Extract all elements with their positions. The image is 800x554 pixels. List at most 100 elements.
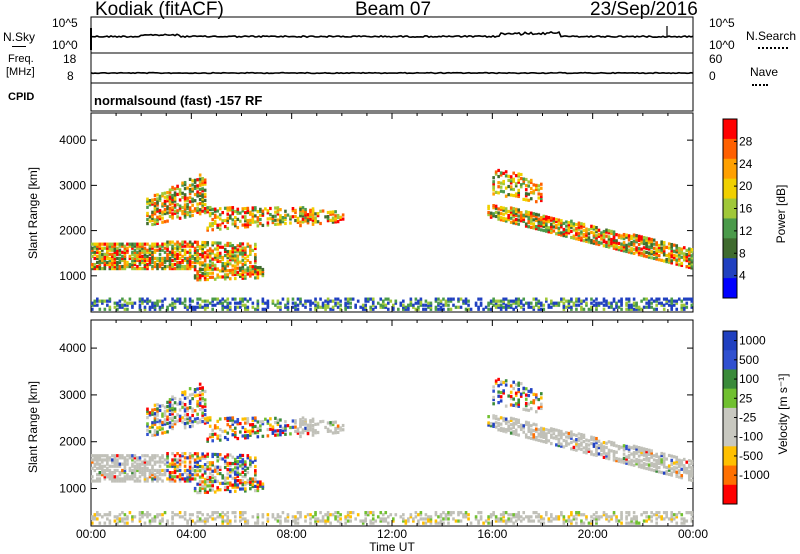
power-cell <box>233 272 237 277</box>
power-cell <box>512 177 515 181</box>
power-cell <box>191 260 194 265</box>
power-cell <box>552 217 556 221</box>
power-cell <box>592 233 596 237</box>
power-cell <box>103 258 107 263</box>
velocity-cell <box>96 466 99 470</box>
velocity-cell <box>324 519 327 523</box>
velocity-cell <box>111 475 114 479</box>
velocity-cell <box>106 458 109 462</box>
velocity-cell <box>291 419 295 423</box>
velocity-cell <box>575 511 578 515</box>
velocity-cell <box>529 388 533 392</box>
power-cell <box>238 299 242 303</box>
power-cell <box>449 299 453 303</box>
power-cell <box>198 253 202 257</box>
velocity-cell <box>161 513 164 517</box>
velocity-cell <box>228 453 232 457</box>
power-cell <box>622 249 626 253</box>
power-cell <box>161 204 164 208</box>
power-cell <box>452 297 455 301</box>
power-cell <box>331 216 335 220</box>
velocity-cell <box>223 487 227 492</box>
velocity-cell <box>622 444 626 448</box>
velocity-cell <box>126 475 129 479</box>
velocity-cell <box>176 413 179 417</box>
velocity-cell <box>429 519 433 523</box>
power-cell <box>499 189 503 193</box>
power-cell <box>537 196 541 200</box>
velocity-cell <box>231 461 235 466</box>
power-cell <box>642 250 646 254</box>
ytick-label: 3000 <box>59 388 86 402</box>
velocity-cell <box>529 400 533 404</box>
power-cell <box>595 297 598 301</box>
power-cell <box>560 233 563 237</box>
velocity-cell <box>625 461 628 465</box>
power-cell <box>113 264 117 269</box>
power-cell <box>203 271 207 276</box>
power-cell <box>261 299 265 303</box>
velocity-cell <box>133 456 137 460</box>
power-cell <box>627 234 631 238</box>
power-cell <box>191 305 194 309</box>
power-cell <box>642 305 646 309</box>
power-cell <box>439 307 443 311</box>
power-cell <box>208 251 212 255</box>
power-cell <box>108 242 112 246</box>
power-cell <box>504 217 508 221</box>
velocity-cell <box>138 464 142 468</box>
power-cell <box>677 246 681 251</box>
power-cell <box>161 266 164 271</box>
power-cell <box>565 224 568 228</box>
power-cell <box>186 256 189 261</box>
velocity-cell <box>108 519 112 523</box>
power-cell <box>206 305 209 309</box>
power-cell <box>136 264 139 269</box>
power-cell <box>647 239 651 243</box>
velocity-cell <box>605 456 608 460</box>
velocity-cell <box>108 468 112 473</box>
velocity-cell <box>249 480 252 484</box>
power-cell <box>615 233 618 237</box>
velocity-cell <box>497 417 500 421</box>
velocity-cell <box>201 452 204 456</box>
power-cell <box>577 225 581 229</box>
velocity-cell <box>151 473 154 477</box>
velocity-cell <box>670 467 674 471</box>
power-cell <box>143 260 147 265</box>
velocity-cell <box>113 519 117 523</box>
velocity-cell <box>254 416 257 420</box>
power-cell <box>161 244 164 248</box>
power-cell <box>136 242 139 246</box>
velocity-cell <box>203 490 207 494</box>
velocity-cell <box>196 462 199 466</box>
power-cell <box>514 184 518 188</box>
velocity-cell <box>424 521 428 525</box>
power-cell <box>627 297 631 301</box>
velocity-cell <box>166 458 169 462</box>
velocity-cell <box>153 456 157 460</box>
velocity-cell <box>356 513 360 517</box>
velocity-cell <box>196 404 199 408</box>
power-cell <box>198 278 202 282</box>
velocity-cell <box>211 454 214 459</box>
power-cell <box>509 208 513 212</box>
velocity-cell <box>336 426 340 430</box>
power-cell <box>542 218 546 222</box>
power-cell <box>238 252 242 256</box>
power-cell <box>512 221 515 225</box>
velocity-cell <box>509 423 513 427</box>
power-cell <box>585 301 588 305</box>
power-cell <box>281 215 285 220</box>
velocity-cell <box>213 511 217 515</box>
velocity-cell <box>233 476 237 480</box>
velocity-cell <box>309 513 312 517</box>
velocity-cell <box>602 447 606 451</box>
velocity-cell <box>444 517 448 521</box>
velocity-cell <box>284 420 287 424</box>
velocity-cell <box>497 421 500 426</box>
power-cell <box>615 301 618 305</box>
power-cell <box>582 232 586 237</box>
power-cell <box>98 264 102 269</box>
power-cell <box>249 274 252 278</box>
